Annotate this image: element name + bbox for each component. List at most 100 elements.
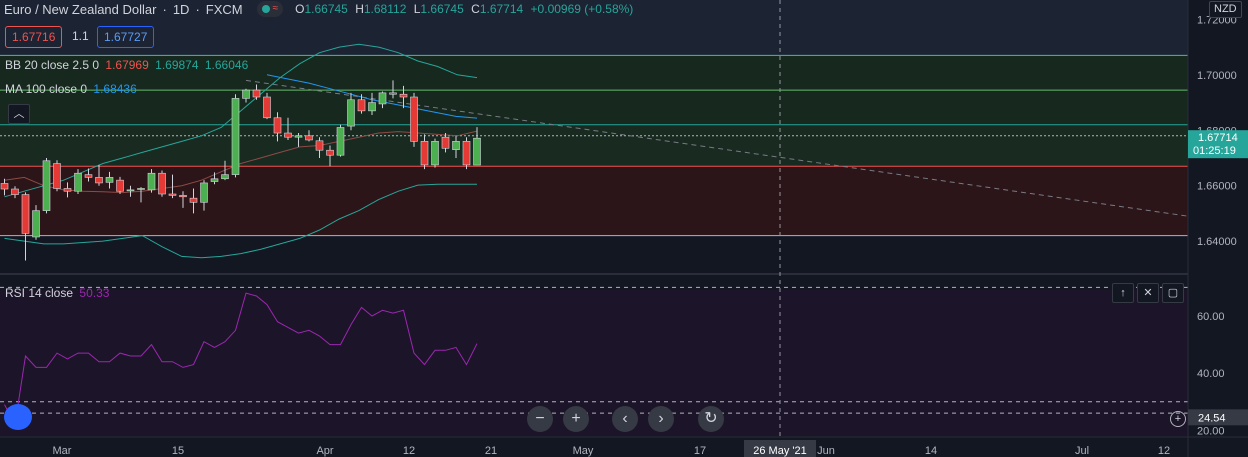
- add-alert-button[interactable]: +: [1170, 411, 1186, 427]
- time-axis-label: May: [573, 445, 594, 457]
- time-axis-label: 15: [172, 445, 184, 457]
- price-axis-label: 1.66000: [1197, 181, 1237, 193]
- move-pane-up-button[interactable]: ↑: [1112, 283, 1134, 303]
- ma-legend[interactable]: MA 100 close 0 1.68436: [5, 82, 137, 96]
- candle[interactable]: [473, 137, 481, 166]
- sell-price-button[interactable]: 1.67716: [5, 26, 63, 48]
- candle[interactable]: [462, 141, 471, 166]
- candle[interactable]: [252, 89, 261, 98]
- close-value: 1.67714: [479, 2, 524, 16]
- collapse-legend-button[interactable]: ︿: [8, 104, 30, 124]
- candle[interactable]: [263, 96, 271, 119]
- candle[interactable]: [315, 140, 324, 151]
- spread-value: 1.1: [72, 29, 89, 43]
- candle[interactable]: [399, 93, 408, 98]
- candle[interactable]: [179, 195, 187, 198]
- candle[interactable]: [0, 183, 9, 190]
- reset-chart-button[interactable]: ↻: [698, 406, 724, 432]
- candle[interactable]: [273, 117, 282, 134]
- candle[interactable]: [53, 163, 61, 189]
- rsi-legend[interactable]: RSI 14 close 50.33: [5, 286, 109, 300]
- candle[interactable]: [410, 96, 418, 142]
- candle[interactable]: [84, 174, 93, 178]
- candle[interactable]: [231, 98, 240, 175]
- maximize-pane-button[interactable]: ▢: [1162, 283, 1184, 303]
- price-axis-label: 1.64000: [1197, 236, 1237, 248]
- symbol-name[interactable]: Euro / New Zealand Dollar: [4, 1, 157, 17]
- last-price-tag: [1188, 130, 1248, 159]
- interval-label[interactable]: 1D: [172, 1, 190, 17]
- candle[interactable]: [431, 141, 439, 166]
- candle[interactable]: [95, 177, 103, 184]
- candle[interactable]: [420, 141, 429, 166]
- candle[interactable]: [126, 189, 135, 192]
- time-axis-label: Jun: [817, 445, 835, 457]
- candle[interactable]: [63, 188, 72, 192]
- candle[interactable]: [441, 136, 450, 149]
- close-icon: ✕: [1143, 287, 1153, 299]
- candle[interactable]: [378, 92, 387, 105]
- candle[interactable]: [42, 160, 51, 211]
- candle[interactable]: [221, 174, 229, 180]
- buy-price-button[interactable]: 1.67727: [97, 26, 155, 48]
- candle[interactable]: [32, 210, 40, 238]
- candle[interactable]: [242, 89, 250, 99]
- tradingview-logo[interactable]: [4, 404, 32, 430]
- candle[interactable]: [357, 99, 366, 112]
- candle[interactable]: [21, 194, 30, 234]
- exchange-label: FXCM: [205, 1, 243, 17]
- symbol-legend: Euro / New Zealand Dollar · 1D · FXCM ≈ …: [4, 1, 634, 17]
- bb-legend[interactable]: BB 20 close 2.5 0 1.67969 1.69874 1.6604…: [5, 58, 248, 72]
- low-value: 1.66745: [420, 2, 464, 16]
- candle[interactable]: [305, 135, 313, 141]
- chevron-right-icon: ›: [658, 410, 664, 427]
- candle[interactable]: [137, 188, 145, 190]
- rsi-label: RSI 14 close: [5, 286, 74, 300]
- candle[interactable]: [210, 178, 219, 182]
- candle[interactable]: [336, 127, 345, 156]
- plus-icon: +: [571, 410, 581, 427]
- scroll-right-button[interactable]: ›: [648, 406, 674, 432]
- zoom-out-button[interactable]: −: [527, 406, 553, 432]
- candle[interactable]: [389, 92, 397, 95]
- candle[interactable]: [147, 172, 156, 191]
- candle[interactable]: [284, 132, 292, 138]
- rsi-axis-label: 20.00: [1197, 425, 1225, 437]
- minus-icon: −: [535, 410, 545, 427]
- candle[interactable]: [158, 172, 166, 195]
- ma-label: MA 100 close 0: [5, 82, 88, 96]
- candle[interactable]: [105, 177, 114, 183]
- rsi-value: 50.33: [79, 286, 110, 300]
- close-pane-button[interactable]: ✕: [1137, 283, 1159, 303]
- price-axis-label: 1.70000: [1197, 70, 1237, 82]
- plus-icon: +: [1174, 413, 1182, 425]
- candle[interactable]: [11, 188, 19, 195]
- status-dots[interactable]: ≈: [256, 1, 284, 17]
- time-axis-label: 14: [925, 445, 937, 457]
- zoom-in-button[interactable]: +: [563, 406, 589, 432]
- candle[interactable]: [200, 182, 208, 203]
- trendline[interactable]: [245, 79, 1189, 217]
- candle[interactable]: [347, 99, 355, 127]
- bb-upper-value: 1.69874: [155, 58, 199, 72]
- candle[interactable]: [368, 102, 376, 112]
- bb-label: BB 20 close 2.5 0: [5, 58, 100, 72]
- currency-label[interactable]: NZD: [1209, 1, 1242, 18]
- candle[interactable]: [189, 197, 198, 203]
- candle[interactable]: [452, 141, 460, 150]
- ohlc-values: O1.66745 H1.68112 L1.66745 C1.67714 +0.0…: [295, 2, 634, 16]
- candle[interactable]: [168, 193, 177, 196]
- candle[interactable]: [74, 172, 82, 192]
- bb-upper-line: [4, 43, 478, 198]
- candle[interactable]: [294, 135, 303, 138]
- scroll-left-button[interactable]: ‹: [612, 406, 638, 432]
- time-cursor-label: 26 May '21: [753, 445, 806, 457]
- candle[interactable]: [116, 179, 124, 192]
- price-axis[interactable]: [1188, 0, 1248, 457]
- time-axis-label: 21: [485, 445, 497, 457]
- time-axis-label: 12: [1158, 445, 1170, 457]
- candle[interactable]: [326, 149, 334, 156]
- bb-lower-line: [4, 183, 477, 259]
